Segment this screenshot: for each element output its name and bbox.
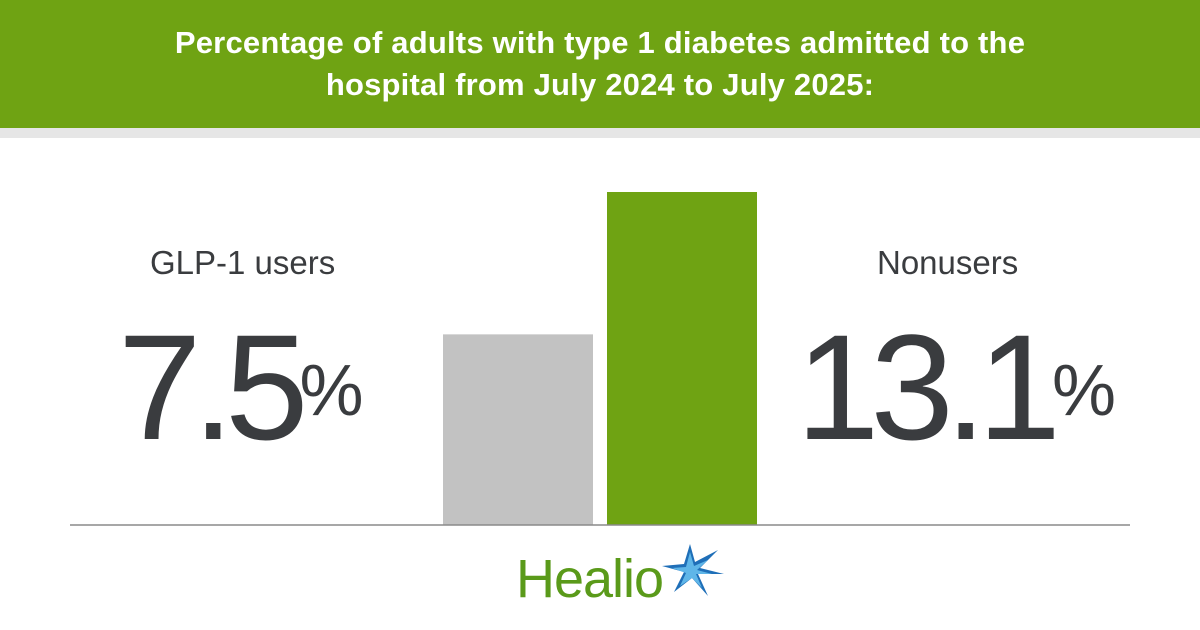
label-glp1-users: GLP-1 users xyxy=(150,244,336,281)
value-glp1-users-number: 7.5 xyxy=(118,303,309,471)
value-glp1-users: 7.5% xyxy=(118,312,364,462)
bar-glp1-users xyxy=(443,334,593,525)
logo-wordmark: Healio xyxy=(516,549,664,609)
header-banner: Percentage of adults with type 1 diabete… xyxy=(0,0,1200,138)
healio-logo: Healio xyxy=(516,544,726,614)
value-nonusers: 13.1% xyxy=(796,312,1116,462)
chart-title: Percentage of adults with type 1 diabete… xyxy=(174,25,1026,102)
percent-sign-nonusers: % xyxy=(1051,351,1116,431)
bar-nonusers xyxy=(607,192,757,525)
percent-sign-glp1: % xyxy=(299,351,364,431)
star-icon xyxy=(662,544,724,596)
value-nonusers-number: 13.1 xyxy=(796,303,1061,471)
label-nonusers: Nonusers xyxy=(877,244,1019,281)
